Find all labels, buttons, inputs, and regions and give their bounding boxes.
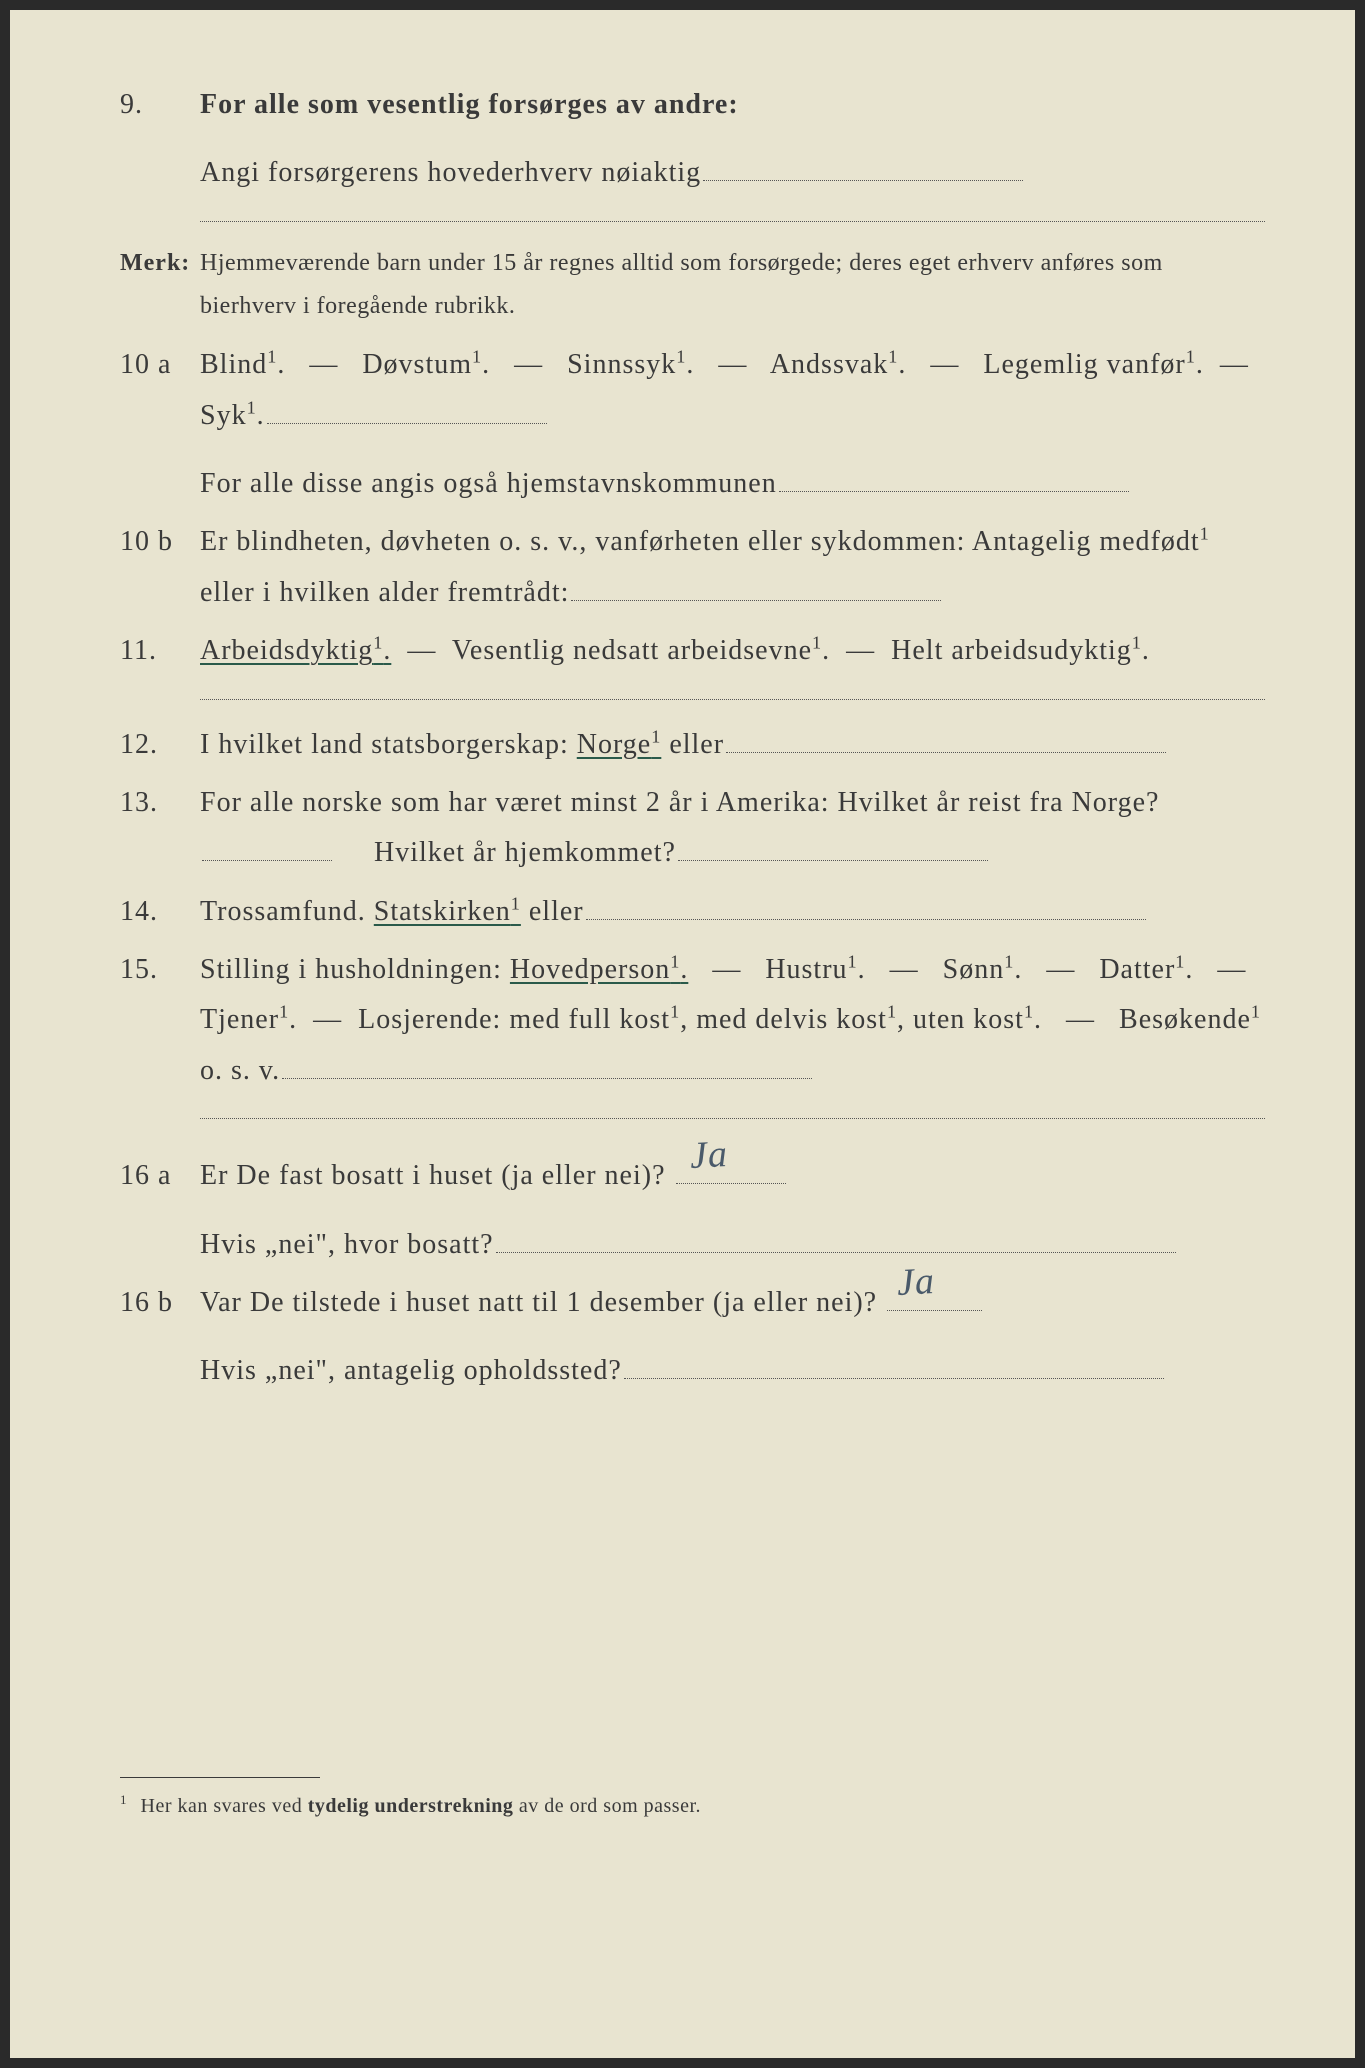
q11-content: Arbeidsdyktig1. — Vesentlig nedsatt arbe… bbox=[200, 626, 1265, 711]
q11-number: 11. bbox=[120, 626, 200, 711]
question-14: 14. Trossamfund. Statskirken1 eller bbox=[120, 887, 1265, 937]
q15-content: Stilling i husholdningen: Hovedperson1. … bbox=[200, 945, 1265, 1131]
handwritten-ja-16b: Ja bbox=[895, 1247, 936, 1317]
q10a-opt-dovstum: Døvstum1. bbox=[362, 349, 490, 380]
q16a-content: Er De fast bosatt i huset (ja eller nei)… bbox=[200, 1151, 1265, 1270]
q15-losjerende: Losjerende: med full kost1, med delvis k… bbox=[358, 1004, 1042, 1035]
blank-line[interactable] bbox=[703, 153, 1023, 181]
q11-opt-udyktig: Helt arbeidsudyktig1. bbox=[891, 635, 1150, 666]
q14-opt-statskirken: Statskirken1 bbox=[374, 896, 521, 927]
answer-line-16a[interactable]: Ja bbox=[676, 1156, 786, 1184]
q14-number: 14. bbox=[120, 887, 200, 937]
blank-line-full[interactable] bbox=[200, 699, 1265, 700]
blank-line[interactable] bbox=[779, 464, 1129, 492]
question-16b: 16 b Var De tilstede i huset natt til 1 … bbox=[120, 1278, 1265, 1397]
q9-content: For alle som vesentlig forsørges av andr… bbox=[200, 80, 1265, 234]
q14-content: Trossamfund. Statskirken1 eller bbox=[200, 887, 1265, 937]
blank-line[interactable] bbox=[678, 833, 988, 861]
merk-note: Merk: Hjemmeværende barn under 15 år reg… bbox=[120, 242, 1265, 328]
q11-opt-nedsatt: Vesentlig nedsatt arbeidsevne1. bbox=[452, 635, 830, 666]
question-9: 9. For alle som vesentlig forsørges av a… bbox=[120, 80, 1265, 234]
q12-number: 12. bbox=[120, 720, 200, 770]
q9-heading: For alle som vesentlig forsørges av andr… bbox=[200, 89, 739, 120]
question-15: 15. Stilling i husholdningen: Hovedperso… bbox=[120, 945, 1265, 1131]
question-11: 11. Arbeidsdyktig1. — Vesentlig nedsatt … bbox=[120, 626, 1265, 711]
blank-line[interactable] bbox=[571, 573, 941, 601]
q10a-line2: For alle disse angis også hjemstavnskomm… bbox=[200, 459, 1265, 509]
q16a-number: 16 a bbox=[120, 1151, 200, 1270]
footnote-rule bbox=[120, 1777, 320, 1778]
blank-line[interactable] bbox=[586, 892, 1146, 920]
handwritten-ja-16a: Ja bbox=[688, 1120, 729, 1190]
q15-opt-tjener: Tjener1. bbox=[200, 1004, 297, 1035]
q10a-opt-syk: Syk1. bbox=[200, 400, 265, 431]
q13-number: 13. bbox=[120, 778, 200, 879]
q15-opt-hovedperson: Hovedperson1. bbox=[510, 954, 688, 985]
q9-number: 9. bbox=[120, 80, 200, 234]
q10a-number: 10 a bbox=[120, 340, 200, 509]
q13-content: For alle norske som har været minst 2 år… bbox=[200, 778, 1265, 879]
q16a-line2: Hvis „nei", hvor bosatt? bbox=[200, 1220, 1265, 1270]
merk-text: Hjemmeværende barn under 15 år regnes al… bbox=[200, 242, 1265, 328]
q16b-number: 16 b bbox=[120, 1278, 200, 1397]
blank-line-full[interactable] bbox=[200, 1118, 1265, 1119]
q16b-content: Var De tilstede i huset natt til 1 desem… bbox=[200, 1278, 1265, 1397]
question-13: 13. For alle norske som har været minst … bbox=[120, 778, 1265, 879]
question-12: 12. I hvilket land statsborgerskap: Norg… bbox=[120, 720, 1265, 770]
q10b-content: Er blindheten, døvheten o. s. v., vanfør… bbox=[200, 517, 1265, 618]
blank-line[interactable] bbox=[267, 396, 547, 424]
footnote: 1 Her kan svares ved tydelig understrekn… bbox=[120, 1788, 1265, 1824]
q10a-opt-blind: Blind1. bbox=[200, 349, 285, 380]
blank-line[interactable] bbox=[282, 1051, 812, 1079]
q11-opt-arbeidsdyktig: Arbeidsdyktig1. bbox=[200, 635, 391, 666]
q15-opt-hustru: Hustru1. bbox=[765, 954, 865, 985]
q15-opt-sonn: Sønn1. bbox=[943, 954, 1023, 985]
census-form-page: 9. For alle som vesentlig forsørges av a… bbox=[10, 10, 1355, 2058]
q16b-line2: Hvis „nei", antagelig opholdssted? bbox=[200, 1346, 1265, 1396]
blank-line-full[interactable] bbox=[200, 221, 1265, 222]
q12-opt-norge: Norge1 bbox=[577, 729, 662, 760]
merk-label: Merk: bbox=[120, 242, 200, 328]
q10a-opt-legemlig: Legemlig vanfør1. bbox=[983, 349, 1203, 380]
q15-number: 15. bbox=[120, 945, 200, 1131]
blank-line[interactable] bbox=[726, 725, 1166, 753]
answer-line-16b[interactable]: Ja bbox=[887, 1283, 982, 1311]
question-10a: 10 a Blind1. — Døvstum1. — Sinnssyk1. — … bbox=[120, 340, 1265, 509]
q12-content: I hvilket land statsborgerskap: Norge1 e… bbox=[200, 720, 1265, 770]
blank-line[interactable] bbox=[624, 1351, 1164, 1379]
blank-line[interactable] bbox=[202, 833, 332, 861]
question-10b: 10 b Er blindheten, døvheten o. s. v., v… bbox=[120, 517, 1265, 618]
q9-line2: Angi forsørgerens hovederhverv nøiaktig bbox=[200, 148, 1265, 198]
blank-line[interactable] bbox=[496, 1225, 1176, 1253]
q15-opt-besokende: Besøkende1 bbox=[1119, 1004, 1261, 1035]
q10b-number: 10 b bbox=[120, 517, 200, 618]
q10a-opt-andssvak: Andssvak1. bbox=[770, 349, 907, 380]
q10a-content: Blind1. — Døvstum1. — Sinnssyk1. — Andss… bbox=[200, 340, 1265, 509]
question-16a: 16 a Er De fast bosatt i huset (ja eller… bbox=[120, 1151, 1265, 1270]
q10a-opt-sinnssyk: Sinnssyk1. bbox=[567, 349, 694, 380]
q15-opt-datter: Datter1. bbox=[1099, 954, 1193, 985]
